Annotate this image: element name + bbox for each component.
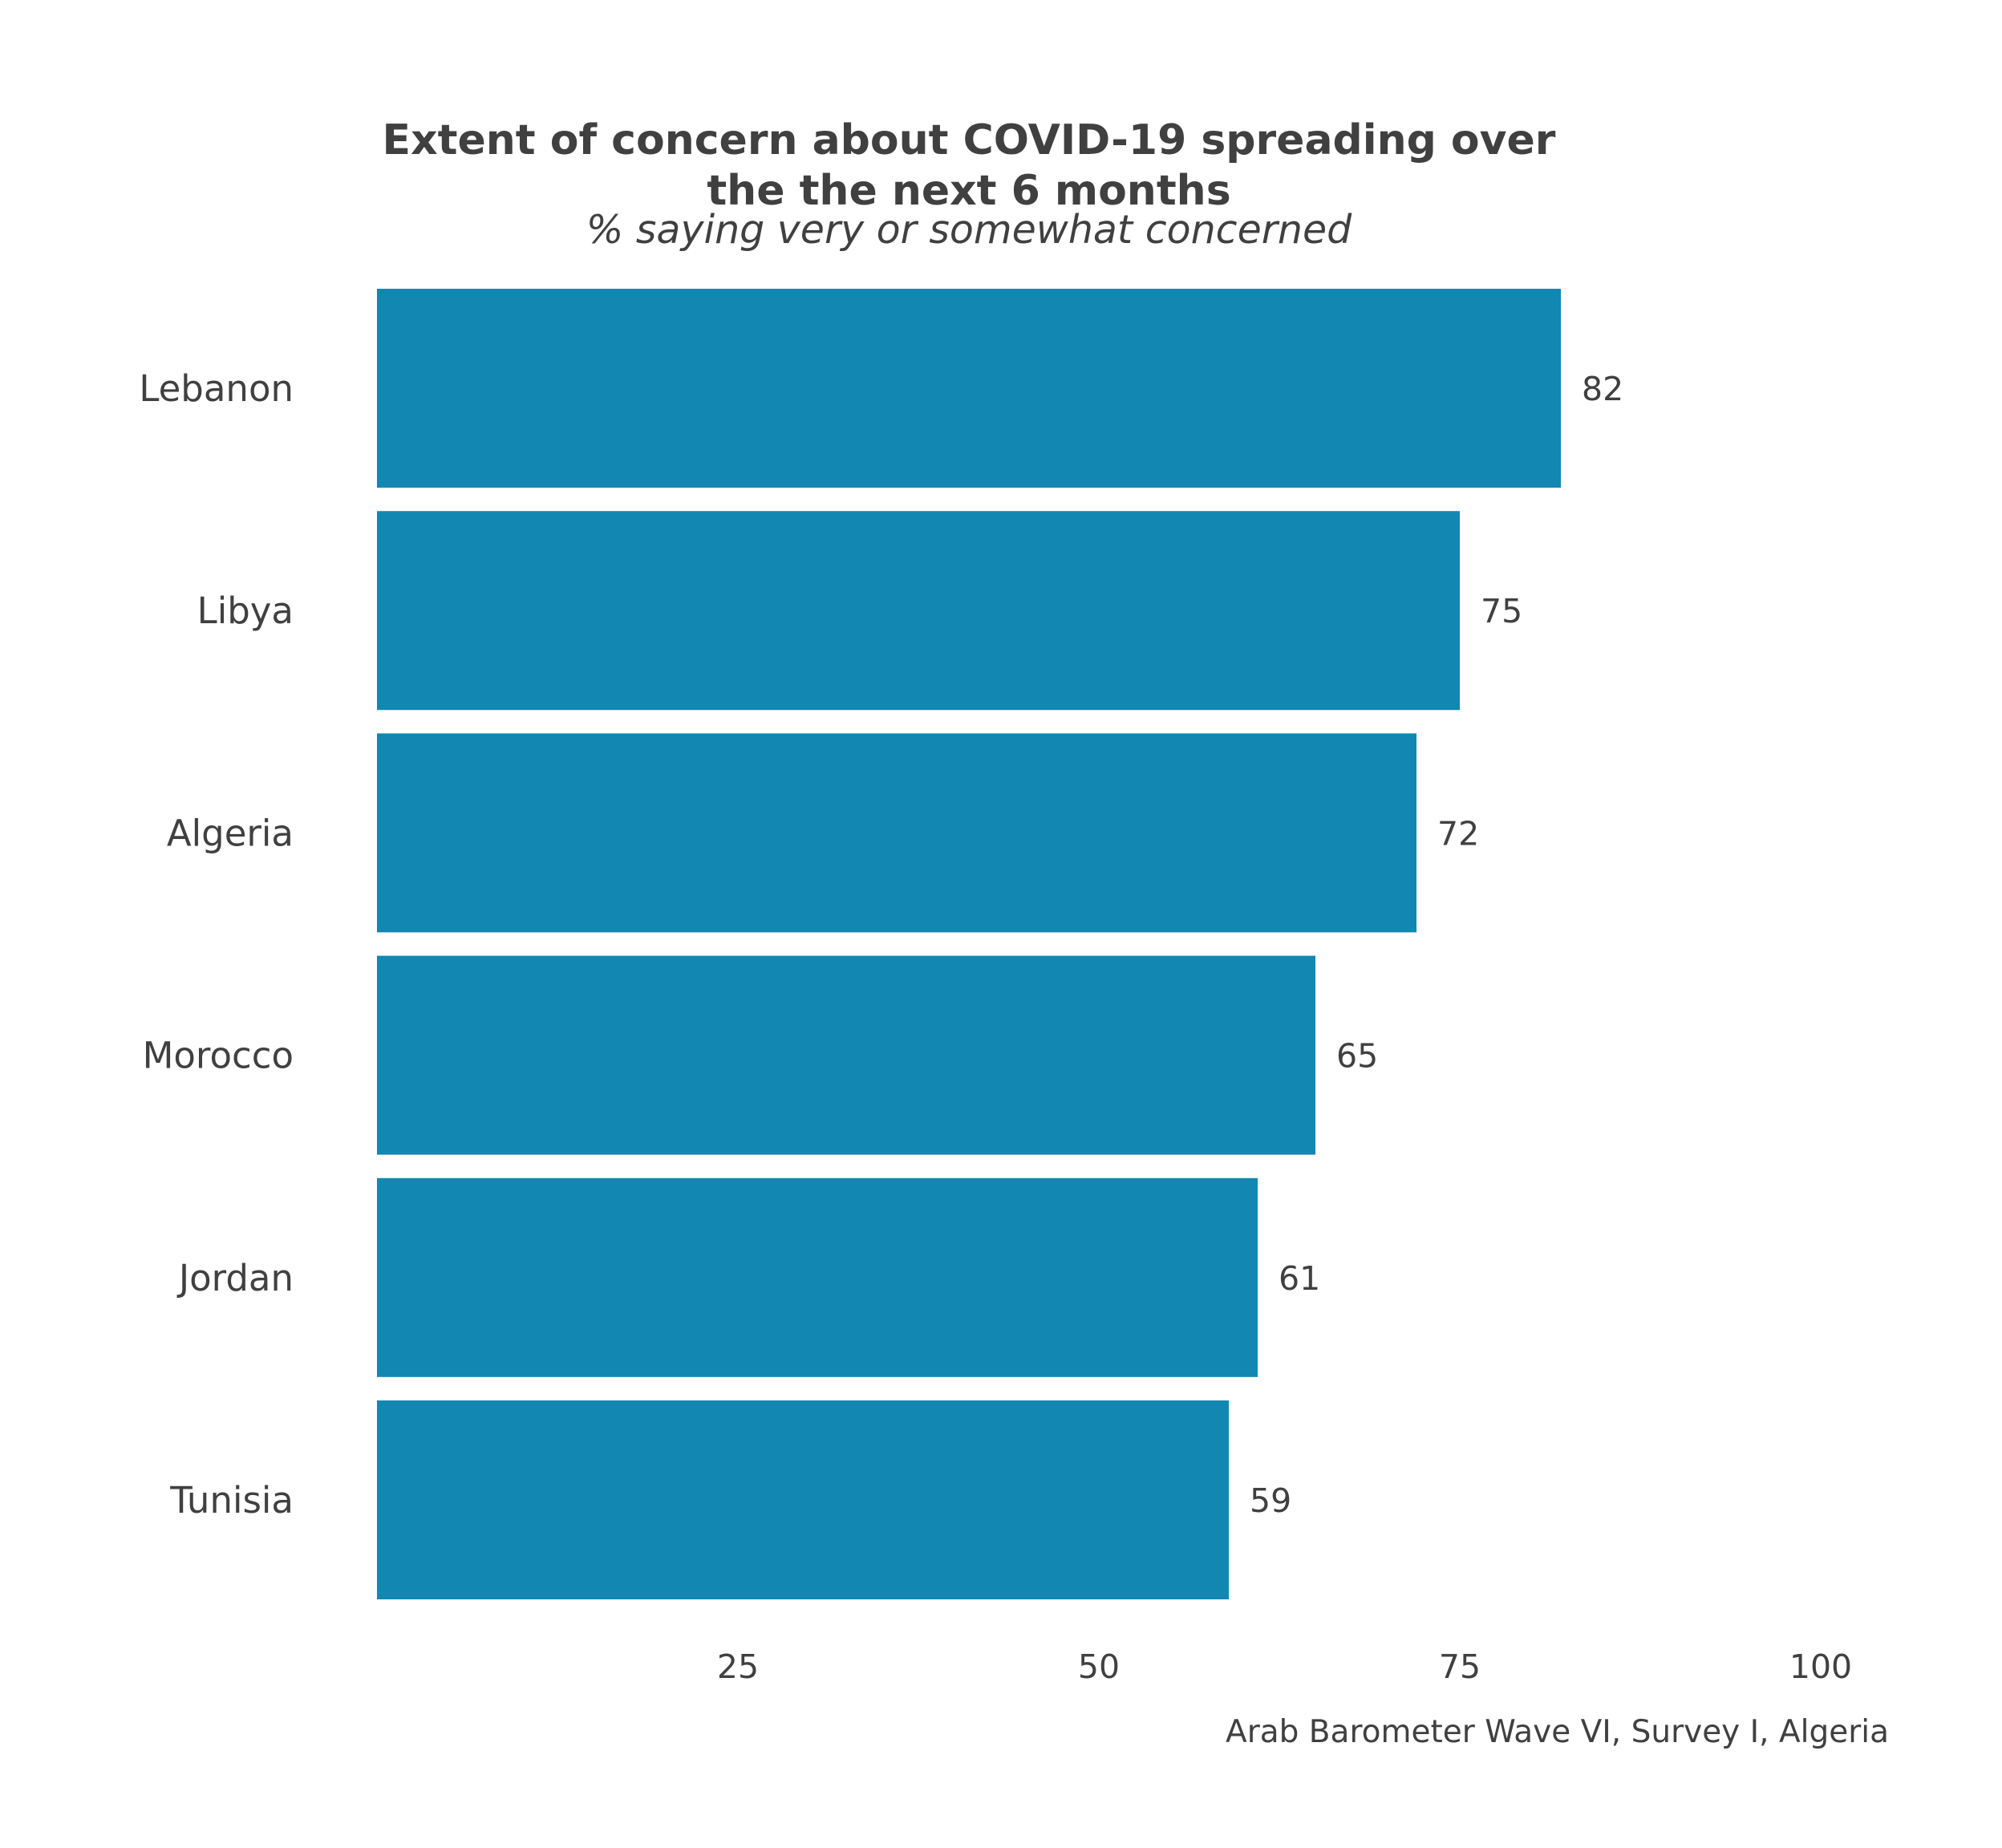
- category-label-lebanon: Lebanon: [139, 367, 294, 410]
- chart-caption: Arab Barometer Wave VI, Survey I, Algeri…: [1226, 1714, 1889, 1750]
- value-label-jordan: 61: [1279, 1259, 1320, 1298]
- chart-subtitle: % saying very or somewhat concerned: [586, 207, 1352, 253]
- bar-tunisia: [377, 1400, 1229, 1599]
- category-label-libya: Libya: [197, 590, 294, 632]
- bars-group: Lebanon 82 Libya 75 Algeria 72 Morocco 65 Jordan…: [139, 289, 1623, 1599]
- category-label-algeria: Algeria: [167, 812, 294, 854]
- bar-lebanon: [377, 289, 1561, 488]
- bar-libya: [377, 511, 1460, 711]
- bar-morocco: [377, 955, 1315, 1155]
- x-tick-label-25: 25: [717, 1647, 759, 1686]
- chart-title-line-1: Extent of concern about COVID-19 spreadi…: [383, 116, 1556, 164]
- value-label-algeria: 72: [1437, 814, 1479, 853]
- value-label-lebanon: 82: [1582, 370, 1623, 408]
- category-label-morocco: Morocco: [143, 1035, 294, 1077]
- x-tick-label-50: 50: [1078, 1647, 1120, 1686]
- value-label-tunisia: 59: [1250, 1481, 1291, 1520]
- bar-algeria: [377, 733, 1416, 933]
- value-label-libya: 75: [1481, 592, 1522, 630]
- bar-jordan: [377, 1177, 1258, 1377]
- x-axis-ticks: 25 50 75 100: [717, 1647, 1852, 1686]
- x-tick-label-75: 75: [1439, 1647, 1481, 1686]
- category-label-jordan: Jordan: [176, 1257, 294, 1299]
- x-tick-label-100: 100: [1789, 1647, 1852, 1686]
- category-label-tunisia: Tunisia: [169, 1479, 294, 1522]
- value-label-morocco: 65: [1336, 1037, 1378, 1076]
- chart-title-line-2: the the next 6 months: [707, 167, 1230, 215]
